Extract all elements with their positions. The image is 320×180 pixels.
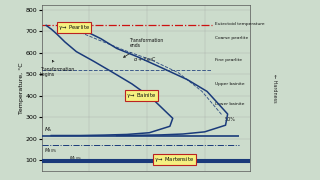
Text: $\alpha$ + Fe$_3$C: $\alpha$ + Fe$_3$C	[133, 55, 157, 64]
Text: 50%: 50%	[224, 117, 235, 122]
Text: ← Hardness: ← Hardness	[272, 74, 277, 103]
Text: Transformation
begins: Transformation begins	[40, 60, 74, 77]
Text: $M_{50\%}$: $M_{50\%}$	[69, 154, 82, 163]
Text: $M_{90\%}$: $M_{90\%}$	[44, 146, 57, 154]
Y-axis label: Temperature, °C: Temperature, °C	[19, 62, 24, 114]
Text: Upper bainite: Upper bainite	[215, 82, 245, 86]
Text: $\gamma\!\rightarrow$ Martensite: $\gamma\!\rightarrow$ Martensite	[155, 155, 195, 164]
Text: Lower bainite: Lower bainite	[215, 102, 245, 106]
Text: Eutectoid temperature: Eutectoid temperature	[215, 22, 265, 26]
Text: $\gamma\!\rightarrow$ Pearlite: $\gamma\!\rightarrow$ Pearlite	[58, 23, 90, 32]
Text: Fine pearlite: Fine pearlite	[215, 58, 243, 62]
Text: $M_s$: $M_s$	[44, 125, 53, 134]
Text: Coarse pearlite: Coarse pearlite	[215, 36, 249, 40]
Text: Transformation
ends: Transformation ends	[124, 38, 164, 57]
Text: $\gamma\!\rightarrow$ Bainite: $\gamma\!\rightarrow$ Bainite	[126, 91, 156, 100]
